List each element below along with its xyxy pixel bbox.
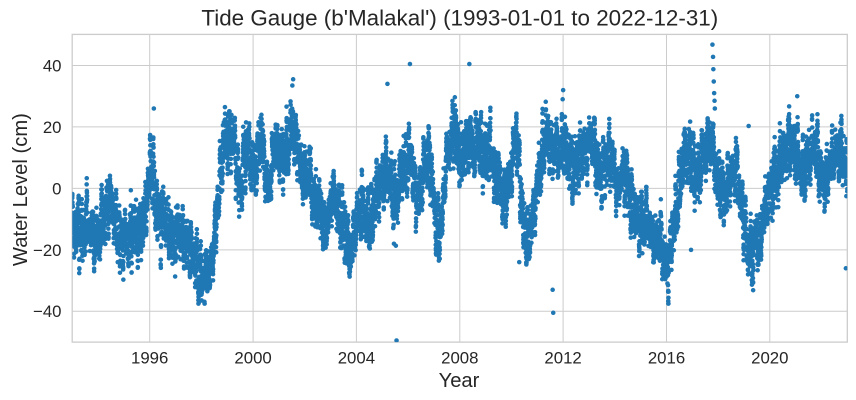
svg-text:−40: −40 bbox=[33, 302, 61, 321]
svg-text:2008: 2008 bbox=[441, 349, 478, 368]
svg-text:Year: Year bbox=[439, 370, 480, 392]
svg-text:2012: 2012 bbox=[544, 349, 581, 368]
svg-text:1996: 1996 bbox=[131, 349, 168, 368]
svg-text:Water Level (cm): Water Level (cm) bbox=[10, 113, 32, 266]
svg-text:2004: 2004 bbox=[338, 349, 375, 368]
svg-text:−20: −20 bbox=[33, 241, 61, 260]
svg-text:2016: 2016 bbox=[648, 349, 685, 368]
svg-text:20: 20 bbox=[43, 118, 62, 137]
svg-text:Tide Gauge (b'Malakal') (1993-: Tide Gauge (b'Malakal') (1993-01-01 to 2… bbox=[201, 5, 718, 30]
svg-text:0: 0 bbox=[52, 179, 61, 198]
svg-text:2000: 2000 bbox=[234, 349, 271, 368]
svg-text:2020: 2020 bbox=[751, 349, 788, 368]
svg-text:40: 40 bbox=[43, 56, 62, 75]
